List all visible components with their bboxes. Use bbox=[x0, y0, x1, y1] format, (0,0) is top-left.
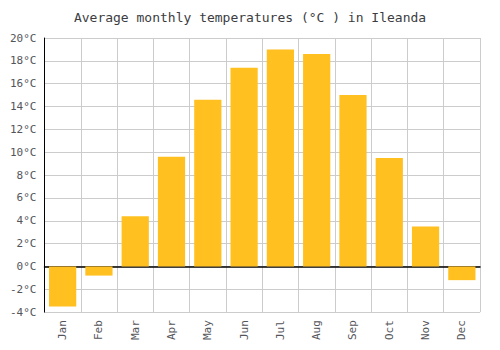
svg-text:Jan: Jan bbox=[56, 320, 69, 340]
svg-text:16°C: 16°C bbox=[10, 77, 37, 90]
svg-text:May: May bbox=[201, 320, 214, 340]
svg-text:Jun: Jun bbox=[238, 320, 251, 340]
svg-text:0°C: 0°C bbox=[17, 260, 37, 273]
svg-text:Dec: Dec bbox=[455, 320, 468, 340]
svg-text:20°C: 20°C bbox=[10, 32, 37, 45]
svg-text:Nov: Nov bbox=[419, 320, 432, 340]
svg-text:Jul: Jul bbox=[274, 320, 287, 340]
svg-text:12°C: 12°C bbox=[10, 123, 37, 136]
svg-text:-2°C: -2°C bbox=[10, 283, 37, 296]
svg-text:6°C: 6°C bbox=[17, 191, 37, 204]
svg-text:Average monthly temperatures (: Average monthly temperatures (°C ) in Il… bbox=[74, 10, 426, 25]
svg-text:2°C: 2°C bbox=[17, 237, 37, 250]
svg-text:18°C: 18°C bbox=[10, 54, 37, 67]
svg-text:-4°C: -4°C bbox=[10, 306, 37, 319]
svg-text:Apr: Apr bbox=[165, 320, 178, 340]
svg-text:Feb: Feb bbox=[92, 320, 105, 340]
svg-text:Aug: Aug bbox=[310, 320, 323, 340]
svg-text:10°C: 10°C bbox=[10, 146, 37, 159]
svg-text:Oct: Oct bbox=[383, 320, 396, 340]
svg-text:14°C: 14°C bbox=[10, 100, 37, 113]
svg-text:8°C: 8°C bbox=[17, 169, 37, 182]
svg-text:Mar: Mar bbox=[129, 320, 142, 340]
svg-text:Sep: Sep bbox=[346, 320, 359, 340]
svg-text:4°C: 4°C bbox=[17, 214, 37, 227]
